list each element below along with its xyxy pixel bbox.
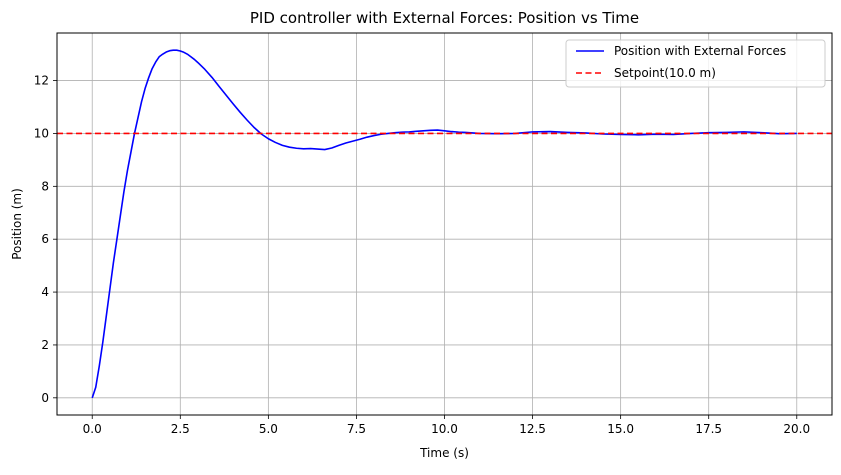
position-line [91, 49, 797, 399]
ticks: 0.0 2.5 5.0 7.5 10.0 12.5 15.0 17.5 20.0 0 2 4 6 8 10 1… [34, 74, 810, 436]
legend: Position with External Forces Setpoint(1… [565, 39, 826, 88]
y-tick-label: 10 [34, 126, 49, 140]
x-tick-label: 5.0 [259, 422, 278, 436]
grid [57, 33, 832, 415]
y-tick-label: 0 [41, 391, 49, 405]
legend-label-setpoint: Setpoint(10.0 m) [614, 66, 716, 80]
x-tick-label: 0.0 [83, 422, 102, 436]
series-layer [57, 49, 832, 399]
y-tick-label: 12 [34, 74, 49, 88]
y-tick-label: 6 [41, 232, 49, 246]
x-tick-label: 7.5 [347, 422, 366, 436]
x-tick-label: 10.0 [431, 422, 458, 436]
chart-title: PID controller with External Forces: Pos… [250, 9, 639, 27]
legend-box [565, 39, 826, 88]
y-axis-label: Position (m) [10, 188, 24, 260]
y-tick-label: 2 [41, 338, 49, 352]
x-axis-label: Time (s) [419, 446, 469, 460]
x-tick-label: 17.5 [695, 422, 722, 436]
x-tick-label: 20.0 [783, 422, 810, 436]
y-tick-label: 8 [41, 179, 49, 193]
legend-label-position: Position with External Forces [614, 44, 786, 58]
x-tick-label: 15.0 [607, 422, 634, 436]
x-tick-label: 2.5 [171, 422, 190, 436]
y-tick-label: 4 [41, 285, 49, 299]
x-tick-label: 12.5 [519, 422, 546, 436]
